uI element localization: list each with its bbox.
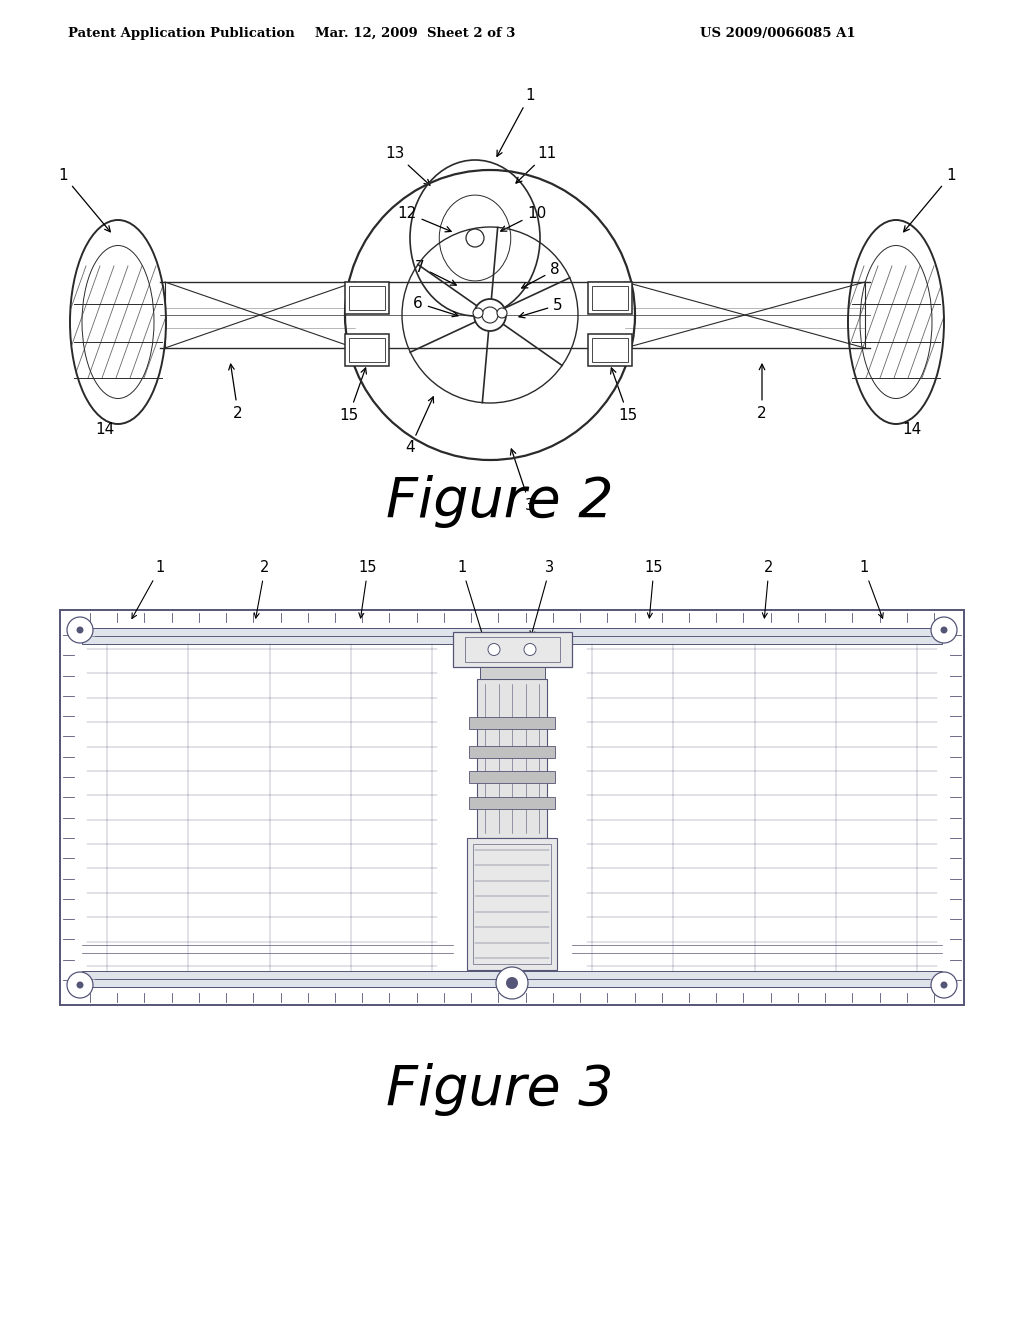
Circle shape — [496, 968, 528, 999]
Text: 14: 14 — [902, 422, 922, 437]
Text: 1: 1 — [903, 168, 955, 232]
Text: 3: 3 — [510, 449, 535, 512]
Text: 6: 6 — [413, 296, 458, 317]
Bar — [588, 334, 632, 366]
Bar — [469, 771, 555, 783]
Circle shape — [506, 977, 518, 989]
Text: 12: 12 — [397, 206, 452, 232]
Bar — [469, 797, 555, 809]
Bar — [82, 628, 942, 644]
Text: Figure 3: Figure 3 — [386, 1064, 613, 1117]
Text: 7: 7 — [415, 260, 457, 285]
Circle shape — [940, 627, 947, 634]
Text: 15: 15 — [339, 368, 367, 422]
Bar — [345, 334, 389, 366]
Text: 1: 1 — [458, 561, 486, 645]
Circle shape — [473, 308, 483, 318]
Text: 15: 15 — [645, 561, 664, 618]
Bar — [469, 746, 555, 758]
Circle shape — [931, 616, 957, 643]
Text: US 2009/0066085 A1: US 2009/0066085 A1 — [700, 26, 856, 40]
Bar — [467, 837, 557, 970]
Circle shape — [67, 972, 93, 998]
Bar — [465, 638, 559, 663]
Text: Patent Application Publication: Patent Application Publication — [68, 26, 295, 40]
Text: 13: 13 — [385, 145, 430, 185]
Text: 15: 15 — [610, 368, 638, 422]
Circle shape — [466, 228, 484, 247]
Text: 1: 1 — [58, 168, 111, 232]
Text: 4: 4 — [406, 397, 433, 455]
Bar — [345, 282, 389, 314]
Circle shape — [497, 308, 507, 318]
Bar — [473, 843, 551, 964]
Circle shape — [940, 982, 947, 989]
Text: Mar. 12, 2009  Sheet 2 of 3: Mar. 12, 2009 Sheet 2 of 3 — [314, 26, 515, 40]
Bar — [349, 286, 385, 310]
Circle shape — [67, 616, 93, 643]
Text: 2: 2 — [254, 561, 269, 618]
Text: 2: 2 — [762, 561, 774, 618]
Text: Figure 2: Figure 2 — [386, 475, 613, 528]
Circle shape — [474, 300, 506, 331]
Circle shape — [488, 644, 500, 656]
Bar — [477, 678, 547, 837]
Bar — [469, 717, 555, 730]
Bar — [60, 610, 964, 1005]
Text: 5: 5 — [519, 297, 563, 318]
Bar — [453, 632, 571, 667]
Text: 1: 1 — [497, 87, 535, 156]
Bar — [349, 338, 385, 362]
Circle shape — [77, 982, 84, 989]
Circle shape — [524, 644, 536, 656]
Bar — [592, 338, 628, 362]
Text: 15: 15 — [358, 561, 377, 618]
Bar — [588, 282, 632, 314]
Text: 8: 8 — [521, 263, 560, 288]
Text: 11: 11 — [516, 145, 557, 183]
Text: 3: 3 — [530, 561, 555, 636]
Text: 1: 1 — [132, 561, 165, 619]
Bar — [82, 972, 942, 987]
Text: 2: 2 — [757, 364, 767, 421]
Text: 1: 1 — [859, 561, 884, 618]
Text: 2: 2 — [228, 364, 243, 421]
Circle shape — [931, 972, 957, 998]
Text: 14: 14 — [95, 422, 115, 437]
Circle shape — [77, 627, 84, 634]
Text: 10: 10 — [501, 206, 547, 231]
Bar — [479, 667, 545, 678]
Bar — [592, 286, 628, 310]
